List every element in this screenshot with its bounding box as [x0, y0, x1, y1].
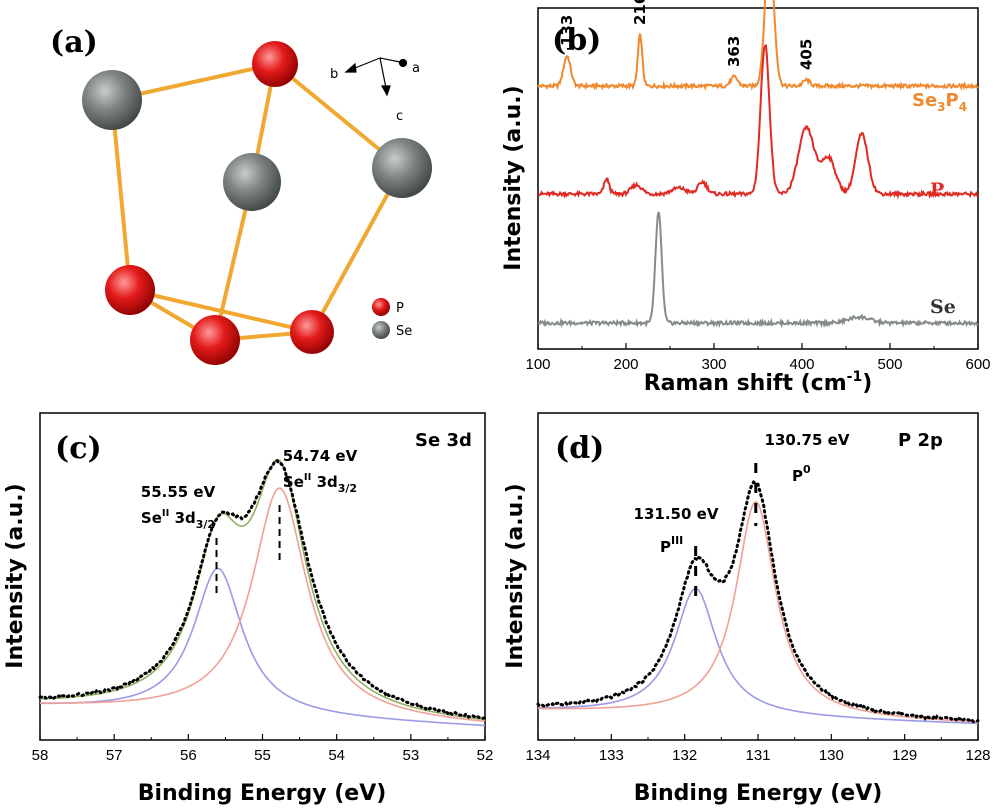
- legend-se-label: Se: [396, 324, 412, 339]
- peak-state-label: PIII: [660, 534, 683, 556]
- peak-energy-label: 130.75 eV: [765, 431, 850, 449]
- structure-legend: P Se: [372, 298, 412, 339]
- legend-p-label: P: [396, 301, 404, 316]
- x-tick-label: 500: [877, 356, 902, 373]
- peak-state-label: P0: [792, 463, 811, 485]
- peak-energy-label: 131.50 eV: [634, 505, 719, 523]
- raman-series-p: [537, 44, 979, 200]
- peak-energy-label: 54.74 eV: [283, 447, 358, 465]
- peak-label: 405: [797, 39, 815, 70]
- panel-d: (d) P 2p 134 133 132 131 130 129 128 131.50 eV…: [503, 412, 991, 806]
- x-tick-label: 129: [892, 747, 917, 764]
- x-axis-title-b: Raman shift (cm-1): [644, 369, 873, 396]
- y-axis-title-b: Intensity (a.u.): [501, 85, 526, 270]
- xps-series-measured: [38, 459, 487, 720]
- x-tick-label: 55: [254, 747, 271, 764]
- xps-series-fit-54-74: [40, 487, 486, 723]
- peak-labels-b: 133216363363405: [558, 0, 815, 70]
- y-axis-title-c: Intensity (a.u.): [3, 483, 28, 668]
- peak-label: 133: [558, 15, 576, 46]
- panel-d-label: (d): [555, 431, 604, 466]
- series-group-c: [38, 458, 487, 727]
- panel-a: (a): [50, 25, 432, 365]
- x-axis-b: 100 200 300 400 500 600: [525, 343, 991, 373]
- x-axis-c: 58 57 56 55 54 53 52: [32, 734, 494, 764]
- x-axis-d: 134 133 132 131 130 129 128: [525, 734, 991, 764]
- series-label-se3p4: Se3P4: [912, 90, 967, 114]
- xps-series-measured: [536, 479, 980, 724]
- xps-series-envelope: [40, 458, 486, 721]
- legend-p-marker: [372, 298, 390, 316]
- axis-a-label: a: [412, 61, 420, 76]
- x-tick-label: 100: [525, 356, 550, 373]
- panel-c-title: Se 3d: [415, 430, 472, 451]
- peak-energy-label: 55.55 eV: [141, 483, 216, 501]
- axis-b-label: b: [330, 67, 338, 82]
- x-axis-title-d: Binding Energy (eV): [634, 781, 883, 806]
- raman-series-se3p4: [537, 0, 979, 91]
- series-group-d: [536, 479, 980, 725]
- plot-frame-c: [39, 412, 486, 741]
- series-label-se: Se: [930, 296, 956, 318]
- x-tick-label: 58: [32, 747, 49, 764]
- atom-p: [252, 41, 298, 87]
- axis-c-label: c: [396, 109, 403, 124]
- panel-b-label: (b): [552, 23, 601, 58]
- peak-annotations-c: 55.55 eV SeII 3d3/2 54.74 eV SeII 3d3/2: [141, 447, 358, 598]
- series-label-p: P: [930, 179, 944, 201]
- x-tick-label: 57: [106, 747, 123, 764]
- peak-annotations-d: 131.50 eV PIII 130.75 eV P0: [634, 431, 850, 606]
- panel-d-title: P 2p: [898, 430, 943, 451]
- series-group-b: [537, 0, 979, 329]
- panel-c-label: (c): [55, 431, 102, 466]
- x-tick-label: 134: [525, 747, 550, 764]
- x-tick-label: 132: [672, 747, 697, 764]
- x-tick-label: 200: [613, 356, 638, 373]
- panel-a-label: (a): [50, 25, 98, 60]
- atom-p: [190, 315, 240, 365]
- x-tick-label: 600: [965, 356, 990, 373]
- x-tick-label: 133: [599, 747, 624, 764]
- xps-series-fit-55-55: [40, 567, 485, 727]
- xps-series-fit-131-50: [538, 587, 978, 725]
- atom-p: [290, 310, 334, 354]
- atom-se: [372, 138, 432, 198]
- peak-state-label: SeII 3d3/2: [283, 472, 357, 495]
- y-axis-title-d: Intensity (a.u.): [503, 483, 528, 668]
- legend-se-marker: [372, 321, 390, 339]
- axis-triad: b a c: [330, 57, 420, 124]
- panel-c: (c) Se 3d 58 57 56 55 54 53 52 55.55 eV SeII 3d…: [3, 412, 494, 806]
- atom-se: [223, 153, 281, 211]
- x-tick-label: 400: [789, 356, 814, 373]
- x-tick-label: 300: [701, 356, 726, 373]
- x-tick-label: 52: [477, 747, 494, 764]
- atom-p: [105, 265, 155, 315]
- peak-state-label: SeII 3d3/2: [141, 508, 215, 531]
- x-tick-label: 56: [180, 747, 197, 764]
- x-tick-label: 130: [819, 747, 844, 764]
- peak-label: 363: [725, 36, 743, 67]
- peak-label: 216: [631, 0, 649, 25]
- x-tick-label: 131: [745, 747, 770, 764]
- raman-series-se: [537, 211, 979, 329]
- x-tick-label: 54: [328, 747, 345, 764]
- atom-se: [82, 70, 142, 130]
- atoms: [82, 41, 432, 365]
- xps-series-fit-130-75: [538, 501, 979, 723]
- x-axis-title-c: Binding Energy (eV): [138, 781, 387, 806]
- x-tick-label: 53: [402, 747, 419, 764]
- x-tick-label: 128: [965, 747, 990, 764]
- plot-frame-b: [537, 7, 979, 350]
